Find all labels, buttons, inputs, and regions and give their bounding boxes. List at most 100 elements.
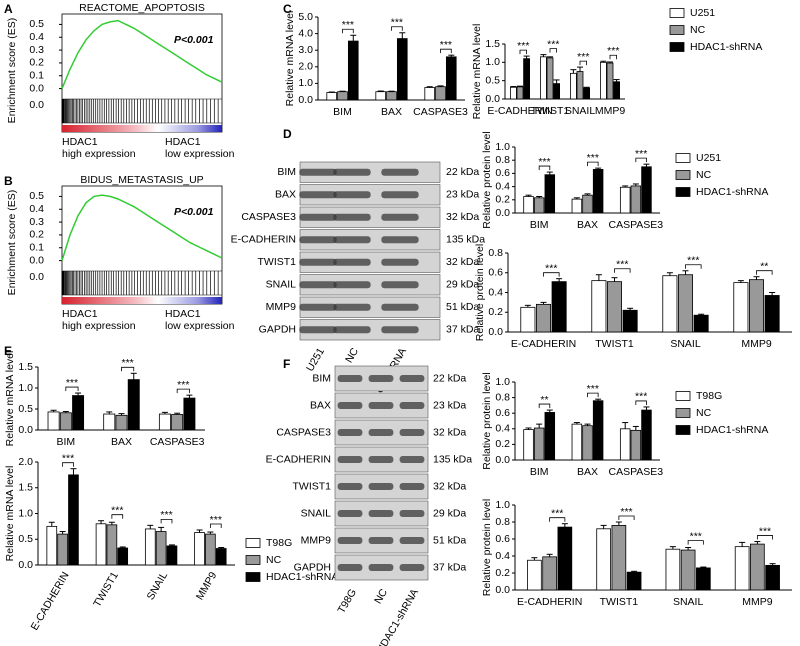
- sig-bracket: [756, 535, 774, 540]
- x-tick-label: CASPASE3: [413, 106, 468, 118]
- sig-bracket: [549, 48, 557, 53]
- blot-band: [399, 483, 425, 490]
- blot-band: [399, 510, 425, 517]
- blot-band: [337, 564, 363, 571]
- bar: [95, 523, 107, 566]
- bar: [678, 274, 694, 333]
- protein-label: E-CADHERIN: [266, 453, 331, 465]
- blot-band: [381, 258, 419, 266]
- bar: [516, 86, 524, 100]
- lane-label: NC: [343, 346, 361, 365]
- blot-band: [333, 213, 371, 221]
- size-label: 135 kDa: [433, 453, 472, 465]
- blot-band: [299, 281, 337, 289]
- protein-label: GAPDH: [259, 324, 296, 336]
- bar: [386, 91, 397, 101]
- x-tick-label: BAX: [577, 466, 598, 478]
- bar: [551, 281, 567, 333]
- bar: [435, 86, 446, 101]
- legend-swatch: [669, 42, 685, 52]
- rank-label: 0.0: [29, 99, 44, 111]
- bar: [592, 400, 604, 461]
- sig-bracket: [440, 48, 452, 54]
- size-label: 37 kDa: [446, 324, 479, 336]
- y-tick-label: 0.2: [495, 438, 510, 450]
- protein-label: BIM: [277, 166, 296, 178]
- bar: [749, 279, 765, 333]
- sig-bracket: [538, 165, 551, 171]
- protein-label: GAPDH: [294, 561, 331, 573]
- y-tick-label: 0.6: [495, 167, 510, 179]
- panel-letter: D: [283, 127, 292, 141]
- x-tick-label: BAX: [381, 106, 402, 118]
- sig-label: **: [540, 394, 548, 406]
- y-tick-label: 0.2: [495, 567, 510, 579]
- blot-band: [333, 168, 371, 176]
- bar: [680, 549, 696, 591]
- x-tick-label: CASPASE3: [608, 219, 663, 231]
- y-axis-label: Enrichment score (ES): [6, 18, 18, 124]
- y-tick-label: 0.0: [488, 326, 503, 338]
- blot-band: [399, 375, 425, 382]
- protein-label: SNAIL: [301, 507, 332, 519]
- sig-bracket: [111, 514, 124, 519]
- bar: [46, 525, 58, 566]
- sig-label: ***: [635, 148, 647, 160]
- sig-label: ***: [547, 38, 559, 50]
- sig-label: ***: [577, 51, 589, 63]
- bar: [509, 86, 517, 100]
- size-label: 37 kDa: [433, 561, 466, 573]
- bar: [533, 197, 545, 214]
- x-tick-label: E-CADHERIN: [511, 338, 576, 350]
- group-label: HDAC1: [165, 136, 201, 148]
- blot-band: [381, 326, 419, 334]
- sig-bracket: [635, 400, 647, 405]
- legend-swatch: [245, 538, 261, 548]
- bar: [527, 559, 542, 591]
- legend-swatch: [675, 153, 691, 163]
- bar: [183, 397, 196, 431]
- size-label: 135 kDa: [446, 234, 485, 246]
- x-tick-label: SNAIL: [565, 105, 596, 117]
- sig-label: ***: [545, 262, 557, 274]
- y-tick-label: 1.0: [495, 499, 510, 511]
- size-label: 23 kDa: [433, 399, 466, 411]
- x-tick-label: BIM: [56, 436, 75, 448]
- y-tick-label: 1.5: [18, 482, 33, 494]
- y-tick-label: 0.8: [495, 391, 510, 403]
- blot-band: [399, 564, 425, 571]
- sig-label: ***: [759, 525, 771, 537]
- sig-bracket: [579, 60, 587, 66]
- y-tick-label: 0.0: [495, 207, 510, 219]
- legend-label: HDAC1-shRNA: [266, 571, 338, 583]
- y-tick-label: 0.4: [495, 423, 510, 435]
- protein-label: MMP9: [301, 534, 331, 546]
- sig-bracket: [618, 515, 635, 520]
- y-tick-label: 1.0: [495, 141, 510, 153]
- es-line: [61, 19, 223, 89]
- bar: [750, 543, 765, 591]
- blot-band: [337, 429, 363, 436]
- y-axis-label: Relative mRNA level: [4, 351, 16, 447]
- bar: [544, 174, 556, 214]
- y-tick-label: 0.4: [29, 203, 44, 215]
- y-tick-label: 1.0: [485, 56, 500, 68]
- bar: [158, 413, 171, 431]
- blot-band: [381, 236, 419, 244]
- bar: [171, 414, 184, 431]
- bar: [57, 533, 68, 566]
- sig-label: ***: [551, 507, 563, 519]
- protein-label: TWIST1: [293, 480, 332, 492]
- chart-title: REACTOME_APOPTOSIS: [79, 2, 205, 14]
- sig-label: ***: [210, 514, 222, 526]
- bar: [606, 62, 614, 100]
- blot-band: [337, 537, 363, 544]
- size-label: 29 kDa: [433, 507, 466, 519]
- size-label: 32 kDa: [446, 211, 479, 223]
- legend-label: HDAC1-shRNA: [696, 424, 768, 436]
- bar: [626, 571, 642, 591]
- blot-band: [381, 213, 419, 221]
- y-axis-label: Relative mRNA level: [471, 24, 483, 120]
- es-line: [61, 194, 223, 261]
- rank-strip: [62, 297, 222, 304]
